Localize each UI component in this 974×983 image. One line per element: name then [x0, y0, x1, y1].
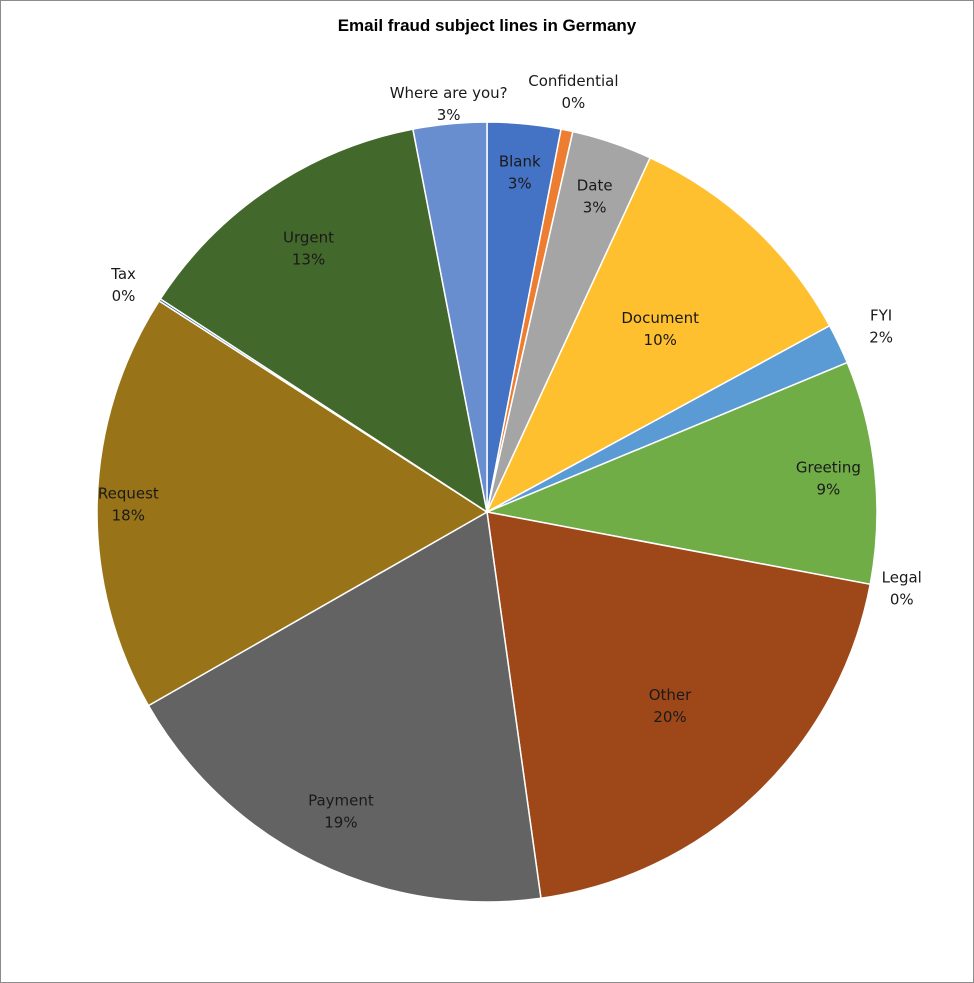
slice-value-document: 10% — [644, 331, 677, 349]
pie-slice-greeting — [484, 361, 878, 586]
slice-value-where-are-you: 3% — [437, 106, 461, 124]
slice-label-where-are-you: Where are you? — [390, 84, 508, 102]
pie-slice-payment — [147, 510, 542, 903]
slice-label-document: Document — [621, 309, 699, 327]
slice-value-request: 18% — [112, 507, 145, 525]
slice-label-fyi: FYI — [870, 307, 892, 325]
pie-slice-other — [486, 511, 872, 900]
slice-label-urgent: Urgent — [283, 229, 334, 247]
chart-title: Email fraud subject lines in Germany — [337, 16, 637, 35]
slice-label-payment: Payment — [308, 792, 374, 810]
slice-label-greeting: Greeting — [796, 459, 861, 477]
pie-slice-document — [485, 156, 831, 514]
pie-slice-request — [96, 299, 489, 707]
slice-label-confidential: Confidential — [528, 72, 618, 90]
slice-value-legal: 0% — [890, 590, 914, 608]
slice-value-tax: 0% — [112, 287, 136, 305]
pie-slice-where-are-you — [412, 121, 488, 513]
slice-value-blank: 3% — [508, 174, 532, 192]
slice-value-greeting: 9% — [816, 481, 840, 499]
slice-value-date: 3% — [583, 198, 607, 216]
slice-label-request: Request — [98, 485, 159, 503]
slice-label-legal: Legal — [882, 568, 922, 586]
slice-value-other: 20% — [653, 708, 686, 726]
slice-label-date: Date — [577, 176, 613, 194]
slice-value-urgent: 13% — [292, 251, 325, 269]
pie-slice-urgent — [159, 128, 489, 514]
slice-value-confidential: 0% — [561, 94, 585, 112]
slice-label-other: Other — [649, 686, 692, 704]
slice-value-payment: 19% — [324, 814, 357, 832]
slice-label-tax: Tax — [110, 265, 136, 283]
slice-value-fyi: 2% — [869, 329, 893, 347]
slice-label-blank: Blank — [499, 152, 541, 170]
